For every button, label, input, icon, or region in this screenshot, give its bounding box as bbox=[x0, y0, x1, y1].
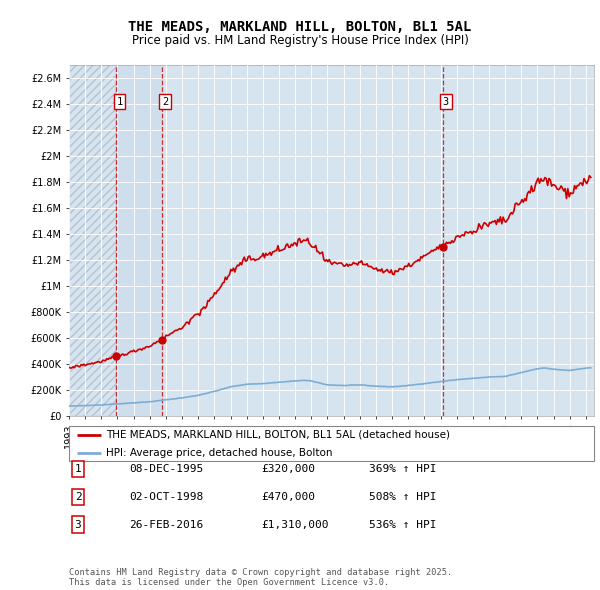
Text: £320,000: £320,000 bbox=[261, 464, 315, 474]
Text: 1: 1 bbox=[116, 97, 122, 107]
Text: £1,310,000: £1,310,000 bbox=[261, 520, 329, 529]
Text: HPI: Average price, detached house, Bolton: HPI: Average price, detached house, Bolt… bbox=[106, 448, 332, 457]
Text: 08-DEC-1995: 08-DEC-1995 bbox=[129, 464, 203, 474]
Text: 3: 3 bbox=[443, 97, 449, 107]
Text: 2: 2 bbox=[74, 492, 82, 502]
Text: THE MEADS, MARKLAND HILL, BOLTON, BL1 5AL: THE MEADS, MARKLAND HILL, BOLTON, BL1 5A… bbox=[128, 19, 472, 34]
Text: £470,000: £470,000 bbox=[261, 492, 315, 502]
Text: 2: 2 bbox=[162, 97, 168, 107]
Bar bbox=[69, 65, 116, 416]
Bar bbox=[69, 65, 116, 416]
Text: THE MEADS, MARKLAND HILL, BOLTON, BL1 5AL (detached house): THE MEADS, MARKLAND HILL, BOLTON, BL1 5A… bbox=[106, 430, 450, 440]
Text: 3: 3 bbox=[74, 520, 82, 529]
Text: 369% ↑ HPI: 369% ↑ HPI bbox=[369, 464, 437, 474]
Bar bbox=[116, 65, 162, 416]
Text: 26-FEB-2016: 26-FEB-2016 bbox=[129, 520, 203, 529]
Text: Price paid vs. HM Land Registry's House Price Index (HPI): Price paid vs. HM Land Registry's House … bbox=[131, 34, 469, 47]
Text: 536% ↑ HPI: 536% ↑ HPI bbox=[369, 520, 437, 529]
Text: 508% ↑ HPI: 508% ↑ HPI bbox=[369, 492, 437, 502]
Text: 1: 1 bbox=[74, 464, 82, 474]
Text: Contains HM Land Registry data © Crown copyright and database right 2025.
This d: Contains HM Land Registry data © Crown c… bbox=[69, 568, 452, 587]
Text: 02-OCT-1998: 02-OCT-1998 bbox=[129, 492, 203, 502]
